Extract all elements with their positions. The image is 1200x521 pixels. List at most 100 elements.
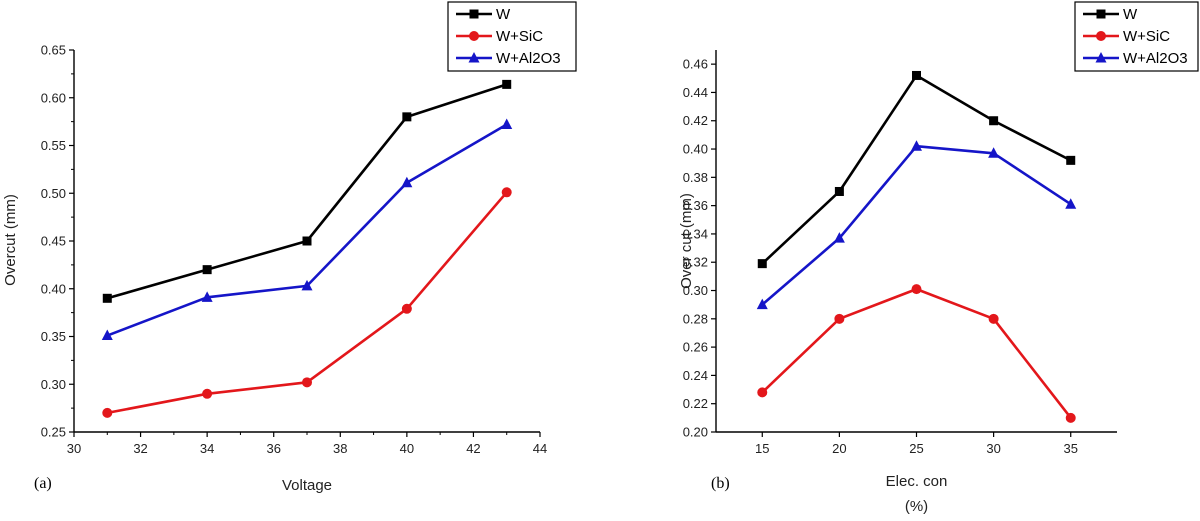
chart-b-elec-con-overcut: 15 20 25 30 35 0.20 0.22 0.24 0.26 0.28 0.30 0.32 0.… [678,1,1199,515]
chart-a-voltage-overcut: 30 32 34 36 38 40 42 44 0.25 0.30 0.35 0.40 0.45 0.50… [2,1,577,494]
chart-b-series-w-sic [757,284,1076,423]
chart-a-panel-label: (a) [34,475,52,492]
chart-a-legend-entry-w: W [456,6,511,23]
chart-a-y-tick-label: 0.45 [41,234,66,249]
chart-b-point-w-sic [757,387,768,398]
chart-a-point-w [202,265,212,275]
chart-a-series-w-sic [102,187,512,418]
chart-b-line-w [761,74,1072,265]
chart-b-point-w-sic [988,313,999,324]
chart-b-legend-swatch-marker [1096,9,1106,19]
chart-b-legend-entry-w-al2o3: W+Al2O3 [1083,50,1188,67]
chart-a-y-tick-label: 0.55 [41,138,66,153]
chart-b-x-tick-label: 35 [1063,441,1077,456]
chart-b-point-w-al2o3 [833,232,845,243]
chart-a-y-tick-label: 0.60 [41,90,66,105]
chart-a-x-tick-label: 40 [400,441,414,456]
chart-b-point-w [757,259,767,269]
chart-a-x-tick-label: 36 [266,441,280,456]
chart-a-point-w-sic [401,303,412,314]
chart-b-y-tick-label: 0.28 [683,311,708,326]
chart-b-point-w-al2o3 [988,147,1000,158]
chart-b-x-axis-unit-label: (%) [905,498,928,515]
chart-b-legend-label: W+SiC [1123,28,1170,45]
chart-b-point-w [912,70,921,80]
chart-a-legend-swatch-marker [469,9,479,19]
chart-a-point-w-al2o3 [401,176,413,188]
chart-a-y-tick-label: 0.30 [41,377,66,392]
chart-b-point-w-sic [1065,412,1076,423]
chart-a-point-w-al2o3 [201,291,213,302]
chart-a-x-tick-label: 44 [533,441,547,456]
chart-a-point-w [402,112,412,122]
chart-a-x-tick-label: 42 [466,441,480,456]
chart-b-x-axis-label: Elec. con [886,473,948,490]
chart-a-legend-label: W [496,6,511,23]
chart-b-point-w [1066,155,1076,165]
chart-b-y-tick-label: 0.32 [683,255,708,270]
chart-b-point-w-sic [834,313,845,324]
chart-a-y-tick-label: 0.50 [41,186,66,201]
chart-a-y-tick-label: 0.65 [41,43,66,58]
chart-b-x-tick-label: 25 [909,441,923,456]
chart-b-y-tick-label: 0.40 [683,142,708,157]
chart-a-point-w-al2o3 [301,279,313,291]
chart-a-y-tick-label: 0.40 [41,281,66,296]
chart-b-line-w-al2o3 [761,144,1072,306]
chart-a-point-w-sic [302,377,312,388]
chart-a-legend-label: W+SiC [496,28,543,45]
chart-b-y-axis-label: Over cut (mm) [678,193,695,289]
chart-a-point-w-al2o3 [101,329,113,341]
chart-b-y-tick-label: 0.26 [683,340,708,355]
chart-b-y-tick-label: 0.38 [683,170,708,185]
chart-a-series-w-al2o3 [101,118,513,341]
chart-a-x-tick-label: 38 [333,441,347,456]
chart-b-series-w-al2o3 [756,140,1077,310]
chart-b-legend-entry-w-sic: W+SiC [1083,28,1170,45]
chart-a-legend-swatch-marker [468,52,480,63]
chart-a-legend: W W+SiC W+Al2O3 [447,1,577,72]
chart-a-y-tick-label: 0.25 [41,425,66,440]
chart-b-y-tick-label: 0.42 [683,113,708,128]
chart-a-legend-entry-w-sic: W+SiC [456,28,543,45]
chart-b-point-w [834,186,844,196]
chart-b-panel-label: (b) [711,475,730,492]
chart-b-legend: W W+SiC W+Al2O3 [1074,1,1199,72]
chart-b-y-tick-label: 0.34 [683,226,708,241]
chart-a-point-w [102,293,112,303]
chart-b-legend-label: W [1123,6,1138,23]
chart-a-x-tick-label: 34 [200,441,214,456]
chart-a-point-w-sic [501,187,512,198]
chart-a-legend-entry-w-al2o3: W+Al2O3 [456,50,561,67]
chart-a-x-axis-label: Voltage [282,477,332,494]
chart-b-x-tick-label: 30 [986,441,1000,456]
chart-a-point-w-sic [202,388,213,399]
chart-b-series-w [757,70,1076,269]
chart-a-point-w-sic [102,407,113,418]
chart-b-y-tick-label: 0.22 [683,396,708,411]
chart-b-legend-swatch-marker [1095,52,1107,63]
chart-b-line-w-sic [761,287,1072,419]
chart-b-y-tick-label: 0.30 [683,283,708,298]
chart-b-x-tick-label: 20 [832,441,846,456]
chart-a-point-w-al2o3 [501,118,513,129]
chart-b-legend-label: W+Al2O3 [1123,50,1188,67]
chart-b-point-w-al2o3 [1065,198,1077,209]
chart-a-point-w [502,79,512,89]
chart-a-point-w [302,236,312,246]
chart-b-y-tick-label: 0.44 [683,85,708,100]
chart-a-legend-swatch-marker [469,31,479,41]
chart-a-line-w-al2o3 [106,123,508,337]
chart-a-y-tick-label: 0.35 [41,329,66,344]
chart-b-legend-swatch-marker [1096,31,1106,41]
chart-a-x-tick-label: 32 [133,441,147,456]
chart-a-y-axis-label: Overcut (mm) [2,194,19,286]
chart-a-series-w [102,79,512,303]
chart-b-point-w [989,116,999,126]
chart-b-point-w-al2o3 [911,140,922,151]
chart-b-y-tick-label: 0.24 [683,368,708,383]
chart-b-y-tick-label: 0.46 [683,57,708,72]
chart-b-legend-entry-w: W [1083,6,1138,23]
chart-a-line-w [106,83,508,300]
